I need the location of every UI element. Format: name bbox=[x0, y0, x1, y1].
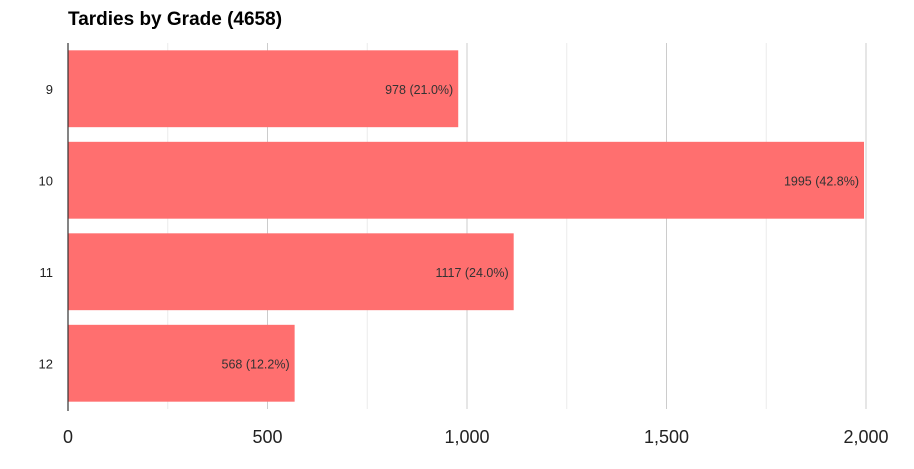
x-tick-label: 1,500 bbox=[644, 427, 689, 447]
x-tick-label: 0 bbox=[63, 427, 73, 447]
labels: 0 500 1,000 1,500 2,000 9 978 (21.0%) 10 1995 (4… bbox=[39, 82, 889, 447]
data-label: 978 (21.0%) bbox=[385, 83, 453, 97]
x-tick-label: 2,000 bbox=[843, 427, 888, 447]
chart-title: Tardies by Grade (4658) bbox=[68, 9, 283, 30]
category-label: 11 bbox=[40, 265, 54, 280]
gridlines bbox=[167, 43, 867, 409]
bars bbox=[68, 50, 865, 402]
bar bbox=[68, 324, 295, 402]
bar bbox=[68, 50, 459, 128]
data-label: 1117 (24.0%) bbox=[435, 266, 508, 280]
data-label: 1995 (42.8%) bbox=[784, 174, 859, 188]
bar bbox=[68, 141, 865, 219]
data-label: 568 (12.2%) bbox=[222, 357, 290, 371]
category-label: 9 bbox=[46, 82, 53, 97]
x-tick-label: 1,000 bbox=[444, 427, 489, 447]
x-tick-label: 500 bbox=[252, 427, 282, 447]
bar bbox=[68, 233, 514, 311]
category-label: 10 bbox=[39, 173, 53, 188]
category-label: 12 bbox=[39, 356, 53, 371]
